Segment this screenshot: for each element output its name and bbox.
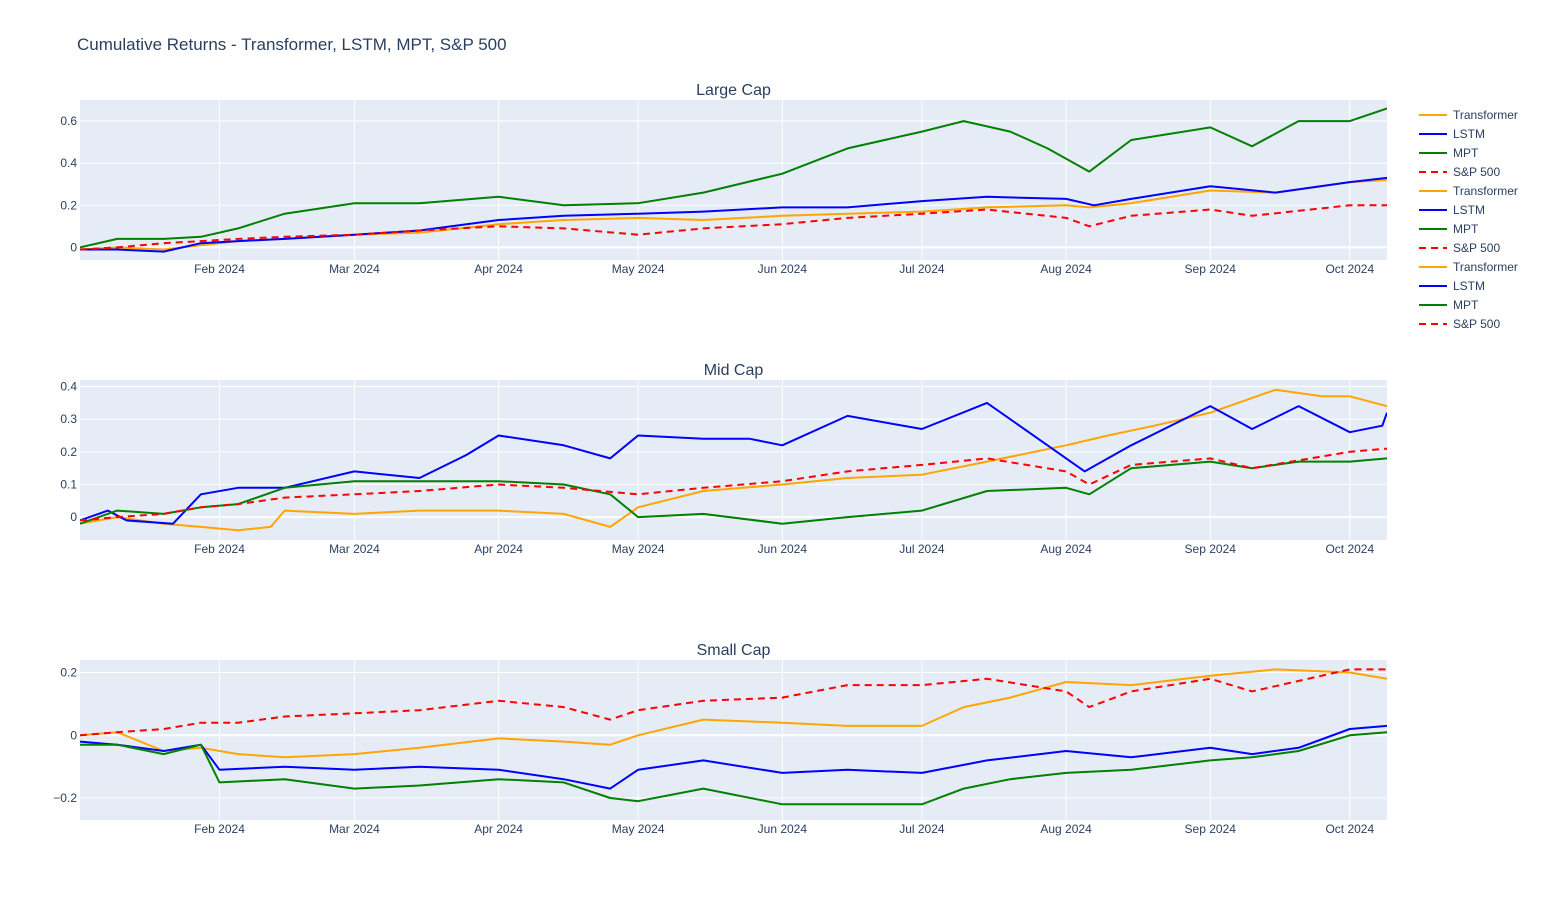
series-group (80, 668, 1387, 806)
series-group (80, 388, 1387, 532)
subplots: Feb 2024 Mar 2024 Apr 2024 May 2024 Jun 2024… (53, 82, 1387, 836)
subplot-small-cap: Feb 2024 Mar 2024 Apr 2024 May 2024 Jun 2024… (53, 642, 1387, 836)
legend-item[interactable]: MPT (1419, 146, 1479, 160)
x-tick-label: Apr 2024 (474, 542, 523, 556)
subplot-large-cap: Feb 2024 Mar 2024 Apr 2024 May 2024 Jun 2024… (60, 82, 1387, 276)
legend-item[interactable]: Transformer (1419, 260, 1518, 274)
series-line-lstm (80, 176, 1387, 253)
legend-label: MPT (1453, 298, 1479, 312)
y-tick-label: 0.6 (60, 114, 77, 128)
x-tick-label: Mar 2024 (329, 262, 380, 276)
x-tick-label: Jul 2024 (899, 262, 945, 276)
subplot-title: Large Cap (696, 82, 771, 99)
x-tick-label: Sep 2024 (1185, 822, 1237, 836)
x-tick-label: Aug 2024 (1040, 822, 1092, 836)
x-tick-label: Jul 2024 (899, 542, 945, 556)
plot-area (80, 100, 1387, 260)
x-tick-label: Mar 2024 (329, 542, 380, 556)
series-line-s-p-500 (80, 204, 1387, 251)
legend-item[interactable]: LSTM (1419, 127, 1485, 141)
y-tick-label: 0.4 (60, 156, 77, 170)
y-tick-label: 0 (70, 240, 77, 254)
series-line-mpt (80, 107, 1387, 249)
legend-label: S&P 500 (1453, 165, 1500, 179)
x-tick-label: Jun 2024 (758, 822, 808, 836)
x-tick-label: Apr 2024 (474, 822, 523, 836)
legend-item[interactable]: S&P 500 (1419, 317, 1500, 331)
series-line-lstm (80, 724, 1387, 790)
legend-item[interactable]: Transformer (1419, 108, 1518, 122)
legend-label: Transformer (1453, 108, 1518, 122)
x-tick-label: May 2024 (612, 542, 665, 556)
legend-label: LSTM (1453, 127, 1485, 141)
legend-item[interactable]: Transformer (1419, 184, 1518, 198)
series-line-transformer (80, 668, 1387, 759)
y-tick-label: 0.3 (60, 412, 77, 426)
legend-label: S&P 500 (1453, 241, 1500, 255)
series-group (80, 107, 1387, 253)
subplot-title: Small Cap (697, 642, 771, 659)
legend-item[interactable]: MPT (1419, 298, 1479, 312)
legend-item[interactable]: LSTM (1419, 203, 1485, 217)
y-tick-label: −0.2 (53, 791, 77, 805)
x-tick-label: Mar 2024 (329, 822, 380, 836)
legend-label: MPT (1453, 146, 1479, 160)
y-tick-label: 0.2 (60, 666, 77, 680)
x-tick-label: Feb 2024 (194, 822, 245, 836)
x-tick-label: Feb 2024 (194, 542, 245, 556)
x-tick-label: Oct 2024 (1325, 262, 1374, 276)
x-tick-label: May 2024 (612, 262, 665, 276)
plot-area (80, 380, 1387, 540)
legend-label: LSTM (1453, 279, 1485, 293)
subplot-mid-cap: Feb 2024 Mar 2024 Apr 2024 May 2024 Jun 2024… (60, 362, 1387, 556)
series-line-mpt (80, 731, 1387, 806)
x-tick-label: Jul 2024 (899, 822, 945, 836)
x-tick-label: Aug 2024 (1040, 262, 1092, 276)
legend-label: S&P 500 (1453, 317, 1500, 331)
legend-item[interactable]: S&P 500 (1419, 165, 1500, 179)
subplot-title: Mid Cap (704, 362, 764, 379)
x-tick-label: Feb 2024 (194, 262, 245, 276)
y-tick-label: 0.1 (60, 477, 77, 491)
y-tick-label: 0 (70, 510, 77, 524)
series-line-lstm (80, 401, 1387, 525)
legend-label: LSTM (1453, 203, 1485, 217)
x-tick-label: Jun 2024 (758, 262, 808, 276)
y-tick-label: 0.2 (60, 198, 77, 212)
x-tick-label: Sep 2024 (1185, 262, 1237, 276)
y-tick-label: 0.2 (60, 445, 77, 459)
figure-title: Cumulative Returns - Transformer, LSTM, … (77, 35, 507, 54)
x-tick-label: Sep 2024 (1185, 542, 1237, 556)
series-line-transformer (80, 388, 1387, 532)
legend-label: Transformer (1453, 184, 1518, 198)
legend-item[interactable]: S&P 500 (1419, 241, 1500, 255)
legend: Transformer LSTM MPT S&P 500 Transformer LSTM… (1419, 108, 1518, 331)
plot-area (80, 660, 1387, 820)
x-tick-label: Oct 2024 (1325, 542, 1374, 556)
x-tick-label: Jun 2024 (758, 542, 808, 556)
y-tick-label: 0.4 (60, 380, 77, 394)
legend-label: MPT (1453, 222, 1479, 236)
legend-item[interactable]: LSTM (1419, 279, 1485, 293)
x-tick-label: Oct 2024 (1325, 822, 1374, 836)
legend-item[interactable]: MPT (1419, 222, 1479, 236)
x-tick-label: May 2024 (612, 822, 665, 836)
series-line-s-p-500 (80, 447, 1387, 522)
x-tick-label: Apr 2024 (474, 262, 523, 276)
x-tick-label: Aug 2024 (1040, 542, 1092, 556)
series-line-s-p-500 (80, 668, 1387, 737)
legend-label: Transformer (1453, 260, 1518, 274)
y-tick-label: 0 (70, 728, 77, 742)
